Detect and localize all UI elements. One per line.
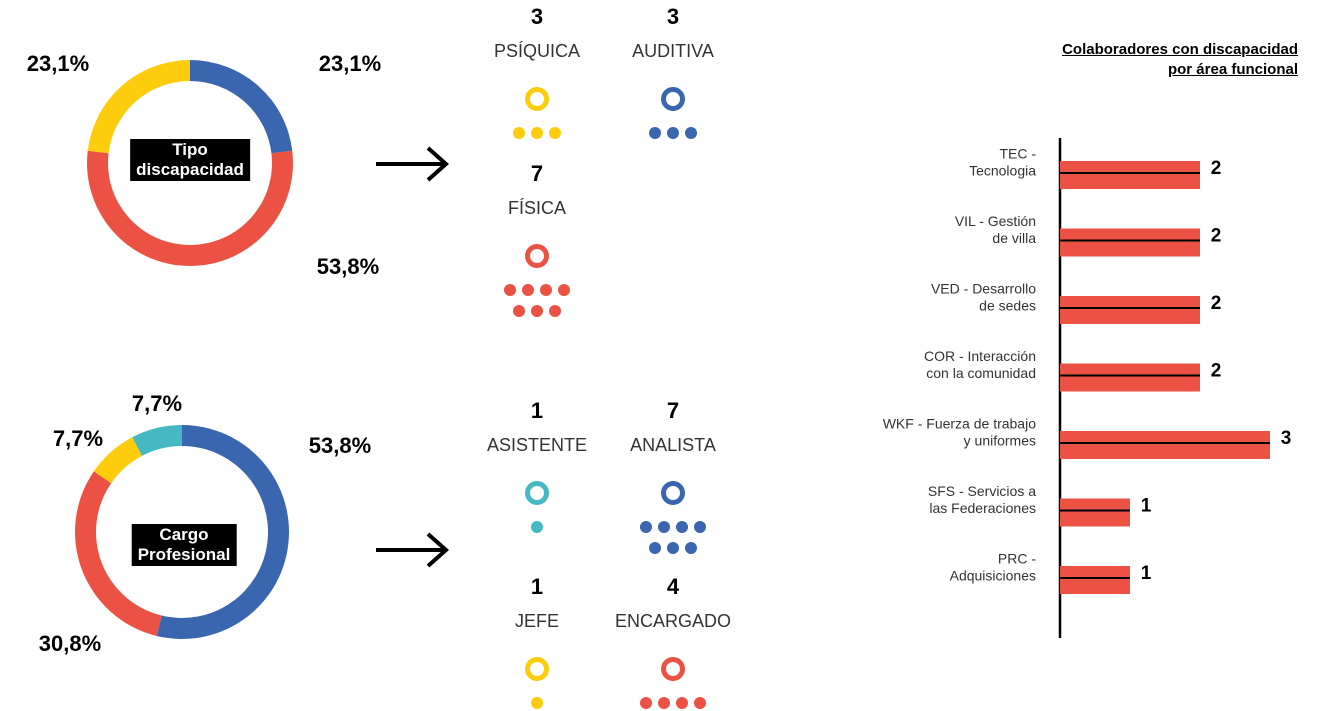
bar [1060, 161, 1200, 189]
category: JEFE [515, 611, 559, 631]
count: 3 [667, 4, 679, 29]
icon-dot [640, 697, 652, 709]
category: WKF - Fuerza de trabajo [883, 416, 1036, 432]
count: 4 [667, 574, 680, 599]
icon-dot [667, 542, 679, 554]
category: FÍSICA [508, 198, 566, 218]
count: 7 [531, 161, 543, 186]
bar-title: Colaboradores con discapacidad por área f… [1062, 40, 1298, 80]
category: de villa [992, 230, 1036, 246]
category: AUDITIVA [632, 41, 714, 61]
value-label: 7,7% [53, 426, 103, 451]
bar [1060, 228, 1200, 257]
value-label: 7,7% [132, 391, 182, 416]
pie-title: Tipo discapacidad [130, 139, 250, 181]
value-label: 23,1% [319, 51, 381, 76]
icon-dot [504, 284, 516, 296]
category: Tecnologia [969, 163, 1036, 179]
pie-slice [132, 425, 182, 456]
title-line: por área funcional [1167, 61, 1298, 78]
icon-dot [531, 305, 543, 317]
value-label: 53,8% [309, 433, 371, 458]
value-label: 2 [1211, 361, 1222, 382]
icon-head [661, 481, 685, 505]
pie-title: Cargo Profesional [131, 524, 237, 566]
pie-slice [87, 60, 190, 154]
count: 7 [667, 398, 679, 423]
icon-dot [549, 305, 561, 317]
icon-head [525, 657, 549, 681]
value-label: 53,8% [317, 254, 379, 279]
icon-dot [658, 697, 670, 709]
bar [1060, 363, 1200, 392]
bar [1060, 498, 1130, 527]
icon-dot [522, 284, 534, 296]
bar [1060, 296, 1200, 324]
category: COR - Interacción [924, 348, 1036, 364]
bar [1060, 431, 1270, 459]
icon-dot [667, 127, 679, 139]
icon-dot [513, 305, 525, 317]
icon-head [661, 657, 685, 681]
pie-slice [190, 60, 293, 154]
icon-head [525, 481, 549, 505]
value-label: 23,1% [27, 51, 89, 76]
icon-dot [676, 697, 688, 709]
value-label: 1 [1141, 496, 1152, 517]
icon-dot [540, 284, 552, 296]
bar [1060, 566, 1130, 594]
pie-slice [87, 150, 293, 266]
icon-dot [685, 542, 697, 554]
category: con la comunidad [926, 365, 1036, 381]
category: VED - Desarrollo [931, 281, 1036, 297]
category: y uniformes [964, 433, 1036, 449]
category: las Federaciones [929, 500, 1036, 516]
icon-dot [558, 284, 570, 296]
icon-dot [649, 542, 661, 554]
icon-dot [549, 127, 561, 139]
category: TEC - [999, 146, 1036, 162]
icon-dot [694, 697, 706, 709]
value-label: 1 [1141, 563, 1152, 584]
pie-slice [156, 425, 290, 640]
value-label: 2 [1211, 158, 1222, 179]
title-line: Colaboradores con discapacidad [1062, 41, 1298, 58]
value-label: 3 [1281, 428, 1292, 449]
count: 3 [531, 4, 543, 29]
icon-dot [694, 521, 706, 533]
icon-head [661, 87, 685, 111]
count: 1 [531, 574, 543, 599]
category: ANALISTA [630, 435, 716, 455]
icon-dot [531, 697, 543, 709]
icon-dot [649, 127, 661, 139]
value-label: 30,8% [39, 631, 101, 656]
pie-slice [75, 471, 162, 636]
icon-dot [531, 521, 543, 533]
icon-head [525, 87, 549, 111]
category: Adquisiciones [950, 568, 1036, 584]
category: ASISTENTE [487, 435, 587, 455]
icon-dot [640, 521, 652, 533]
arrow [376, 146, 450, 568]
category: ENCARGADO [615, 611, 731, 631]
category: PSÍQUICA [494, 41, 580, 61]
icon-dot [676, 521, 688, 533]
icon-dot [513, 127, 525, 139]
icon-dot [658, 521, 670, 533]
category: VIL - Gestión [955, 213, 1036, 229]
pie-slice [93, 437, 142, 484]
icon-dot [531, 127, 543, 139]
value-label: 2 [1211, 226, 1222, 247]
value-label: 2 [1211, 293, 1222, 314]
category: PRC - [998, 551, 1036, 567]
icon-head [525, 244, 549, 268]
count: 1 [531, 398, 543, 423]
category: SFS - Servicios a [928, 483, 1036, 499]
icon-dot [685, 127, 697, 139]
category: de sedes [979, 298, 1036, 314]
